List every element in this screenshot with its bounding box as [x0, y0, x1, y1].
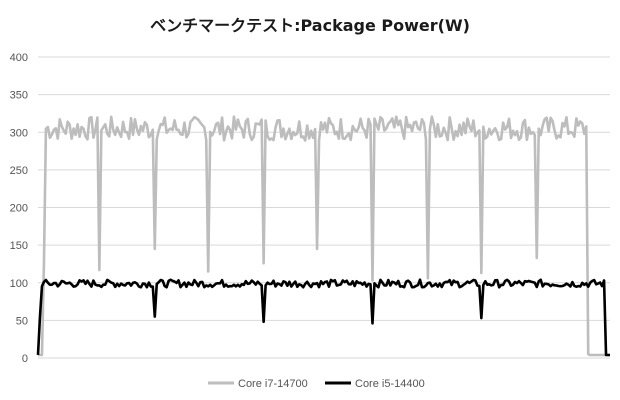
- y-tick-label: 400: [10, 52, 28, 64]
- y-tick-label: 0: [22, 353, 28, 365]
- legend: Core i7-14700 Core i5-14400: [208, 378, 425, 390]
- y-axis: 0 50 100 150 200 250 300 350 400: [10, 52, 28, 365]
- legend-label: Core i7-14700: [238, 378, 308, 390]
- y-tick-label: 150: [10, 240, 28, 252]
- legend-item: Core i5-14400: [325, 378, 425, 390]
- legend-label: Core i5-14400: [355, 378, 425, 390]
- legend-item: Core i7-14700: [208, 378, 308, 390]
- y-tick-label: 250: [10, 165, 28, 177]
- y-tick-label: 200: [10, 203, 28, 215]
- series-line-core-i7-14700: [38, 115, 610, 357]
- y-tick-label: 100: [10, 278, 28, 290]
- series-layer: [36, 115, 610, 357]
- y-tick-label: 350: [10, 90, 28, 102]
- chart-title: ベンチマークテスト:Package Power(W): [150, 16, 470, 35]
- series-line-core-i5-14400: [36, 278, 610, 357]
- y-tick-label: 50: [16, 315, 28, 327]
- y-tick-label: 300: [10, 127, 28, 139]
